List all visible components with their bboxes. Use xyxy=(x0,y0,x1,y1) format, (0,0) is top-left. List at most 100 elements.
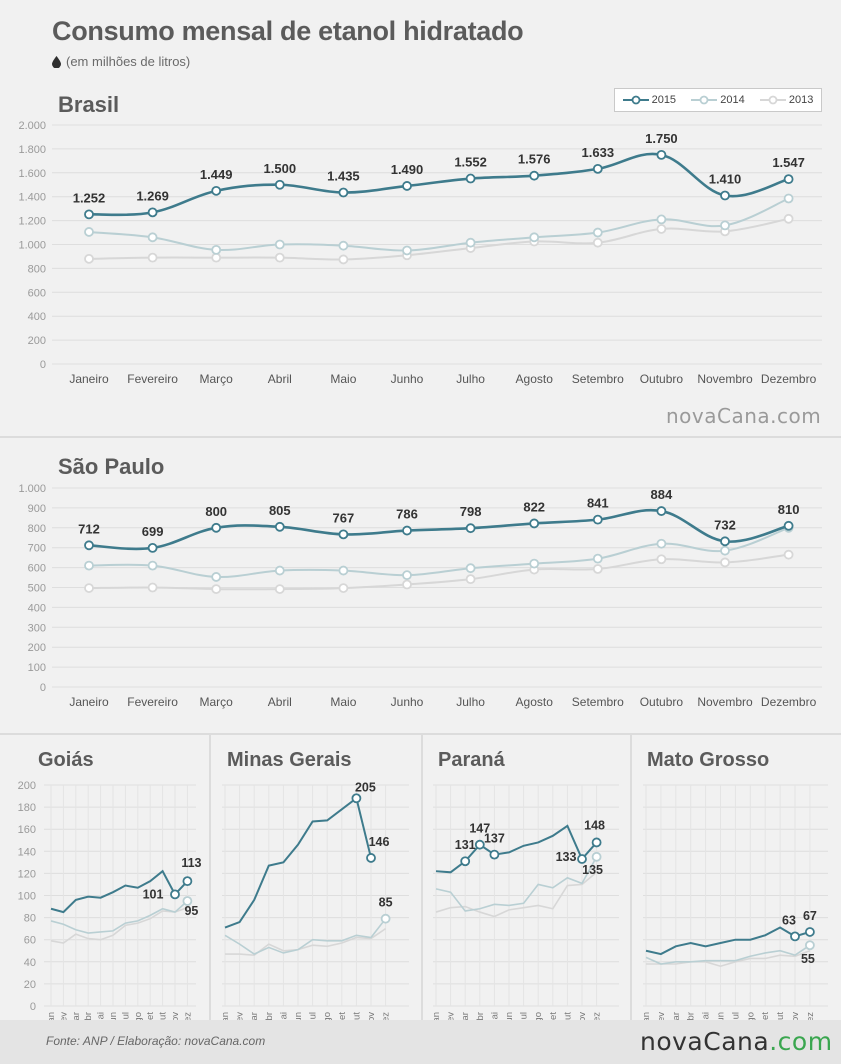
y-tick-label: 400 xyxy=(28,311,46,323)
point-2014 xyxy=(211,244,222,255)
data-label: 146 xyxy=(369,835,390,849)
x-tick-label: mar xyxy=(671,1012,682,1020)
brand-logo-watermark: novaCana.com xyxy=(666,404,822,428)
legend-label-2013: 2013 xyxy=(788,94,814,106)
data-label: 133 xyxy=(556,850,577,864)
series-2015 xyxy=(224,796,372,929)
x-tick-label: Dezembro xyxy=(761,372,817,386)
data-label: 699 xyxy=(142,524,164,539)
series-line-2015 xyxy=(88,152,789,217)
point-2015 xyxy=(274,179,285,190)
x-tick-label: fev xyxy=(656,1012,667,1020)
legend-item-2013: 2013 xyxy=(759,94,814,106)
y-tick-label: 1.000 xyxy=(18,483,46,495)
point-2013 xyxy=(783,213,794,224)
y-tick-label: 1.200 xyxy=(18,216,46,228)
point-2015 xyxy=(402,181,412,191)
data-label: 148 xyxy=(584,818,605,832)
x-tick-label: Maio xyxy=(330,372,356,386)
x-tick-label: jan xyxy=(431,1012,442,1020)
data-label: 1.435 xyxy=(327,169,360,184)
y-tick-label: 100 xyxy=(28,662,46,674)
y-tick-label: 180 xyxy=(18,802,36,814)
x-tick-label: Maio xyxy=(330,695,356,709)
point-2014 xyxy=(465,237,476,248)
point-2013 xyxy=(656,224,667,234)
point-2015 xyxy=(656,506,667,516)
x-tick-label: mar xyxy=(71,1012,82,1020)
series-line-2014 xyxy=(224,918,387,955)
data-label: 1.750 xyxy=(645,131,678,146)
y-tick-label: 200 xyxy=(28,335,46,347)
divider xyxy=(421,735,423,1020)
x-tick-label: mar xyxy=(460,1012,471,1020)
point-2013 xyxy=(274,584,285,594)
y-tick-label: 40 xyxy=(24,957,36,969)
x-tick-label: out xyxy=(158,1012,169,1020)
chart-title-mg: Minas Gerais xyxy=(227,749,352,771)
x-tick-label: set xyxy=(337,1012,348,1020)
point-2014 xyxy=(274,239,285,250)
x-tick-label: fev xyxy=(235,1012,246,1020)
series-line-2014 xyxy=(645,944,811,965)
point-2014 xyxy=(274,565,285,576)
point-2013 xyxy=(720,557,730,568)
point-2015 xyxy=(804,927,815,937)
x-tick-label: Setembro xyxy=(572,695,624,709)
point-2015 xyxy=(338,187,349,198)
point-2014 xyxy=(182,896,193,906)
grid xyxy=(44,784,196,1007)
data-label: 67 xyxy=(803,909,817,923)
brand-logo: novaCana.com xyxy=(640,1027,833,1056)
point-2013 xyxy=(338,583,349,593)
x-tick-label: jul xyxy=(308,1012,319,1020)
series-2014 xyxy=(645,944,811,965)
x-tick-label: ago xyxy=(322,1012,333,1020)
point-2015 xyxy=(84,209,94,220)
chart-goias: 0 20 40 60 80 100 120 140 160 180 200 janfevmarabrm… xyxy=(18,780,202,1020)
x-tick-label: mai xyxy=(701,1012,712,1020)
point-2014 xyxy=(338,565,349,576)
grid xyxy=(222,784,409,1007)
point-2014 xyxy=(656,214,667,225)
point-2014 xyxy=(804,940,815,951)
x-tick-label: Junho xyxy=(391,695,424,709)
x-tick-label: jan xyxy=(220,1012,231,1020)
series-2015 xyxy=(645,926,811,956)
y-tick-label: 1.800 xyxy=(18,144,46,156)
x-tick-label: Outubro xyxy=(640,695,684,709)
point-2014 xyxy=(529,558,540,569)
point-2015 xyxy=(783,520,794,531)
data-label: 63 xyxy=(782,913,796,927)
data-label: 786 xyxy=(396,507,418,522)
data-label: 1.449 xyxy=(200,167,233,182)
point-2015 xyxy=(720,536,730,547)
point-2015 xyxy=(338,529,349,540)
series-2015: 1.252 1.269 1.449 1.500 1.435 1.490 1.552 1.576… xyxy=(73,131,805,220)
x-tick-label: mar xyxy=(249,1012,260,1020)
data-label: 1.490 xyxy=(391,162,424,177)
x-tick-label: nov xyxy=(170,1012,181,1020)
point-2014 xyxy=(84,560,94,571)
x-tick-label: dez xyxy=(381,1012,392,1020)
x-tick-label: nov xyxy=(366,1012,377,1020)
y-tick-label: 800 xyxy=(28,263,46,275)
x-tick-label: Dezembro xyxy=(761,695,817,709)
point-2013 xyxy=(338,254,349,265)
point-2015 xyxy=(656,149,667,160)
y-tick-label: 140 xyxy=(18,846,36,858)
divider xyxy=(0,436,841,438)
y-tick-label: 0 xyxy=(40,682,46,694)
point-2013 xyxy=(147,252,158,263)
point-2015 xyxy=(351,793,362,804)
x-tick-label: mai xyxy=(278,1012,289,1020)
y-tick-label: 60 xyxy=(24,935,36,947)
series-2013 xyxy=(84,549,794,594)
x-tick-label: nov xyxy=(790,1012,801,1020)
chart-title-mt: Mato Grosso xyxy=(647,749,770,771)
y-tick-label: 0 xyxy=(40,359,46,371)
x-tick-label: jul xyxy=(730,1012,741,1020)
x-tick-label: out xyxy=(562,1012,573,1020)
x-tick-label: Novembro xyxy=(697,372,753,386)
series-2014 xyxy=(50,900,188,934)
